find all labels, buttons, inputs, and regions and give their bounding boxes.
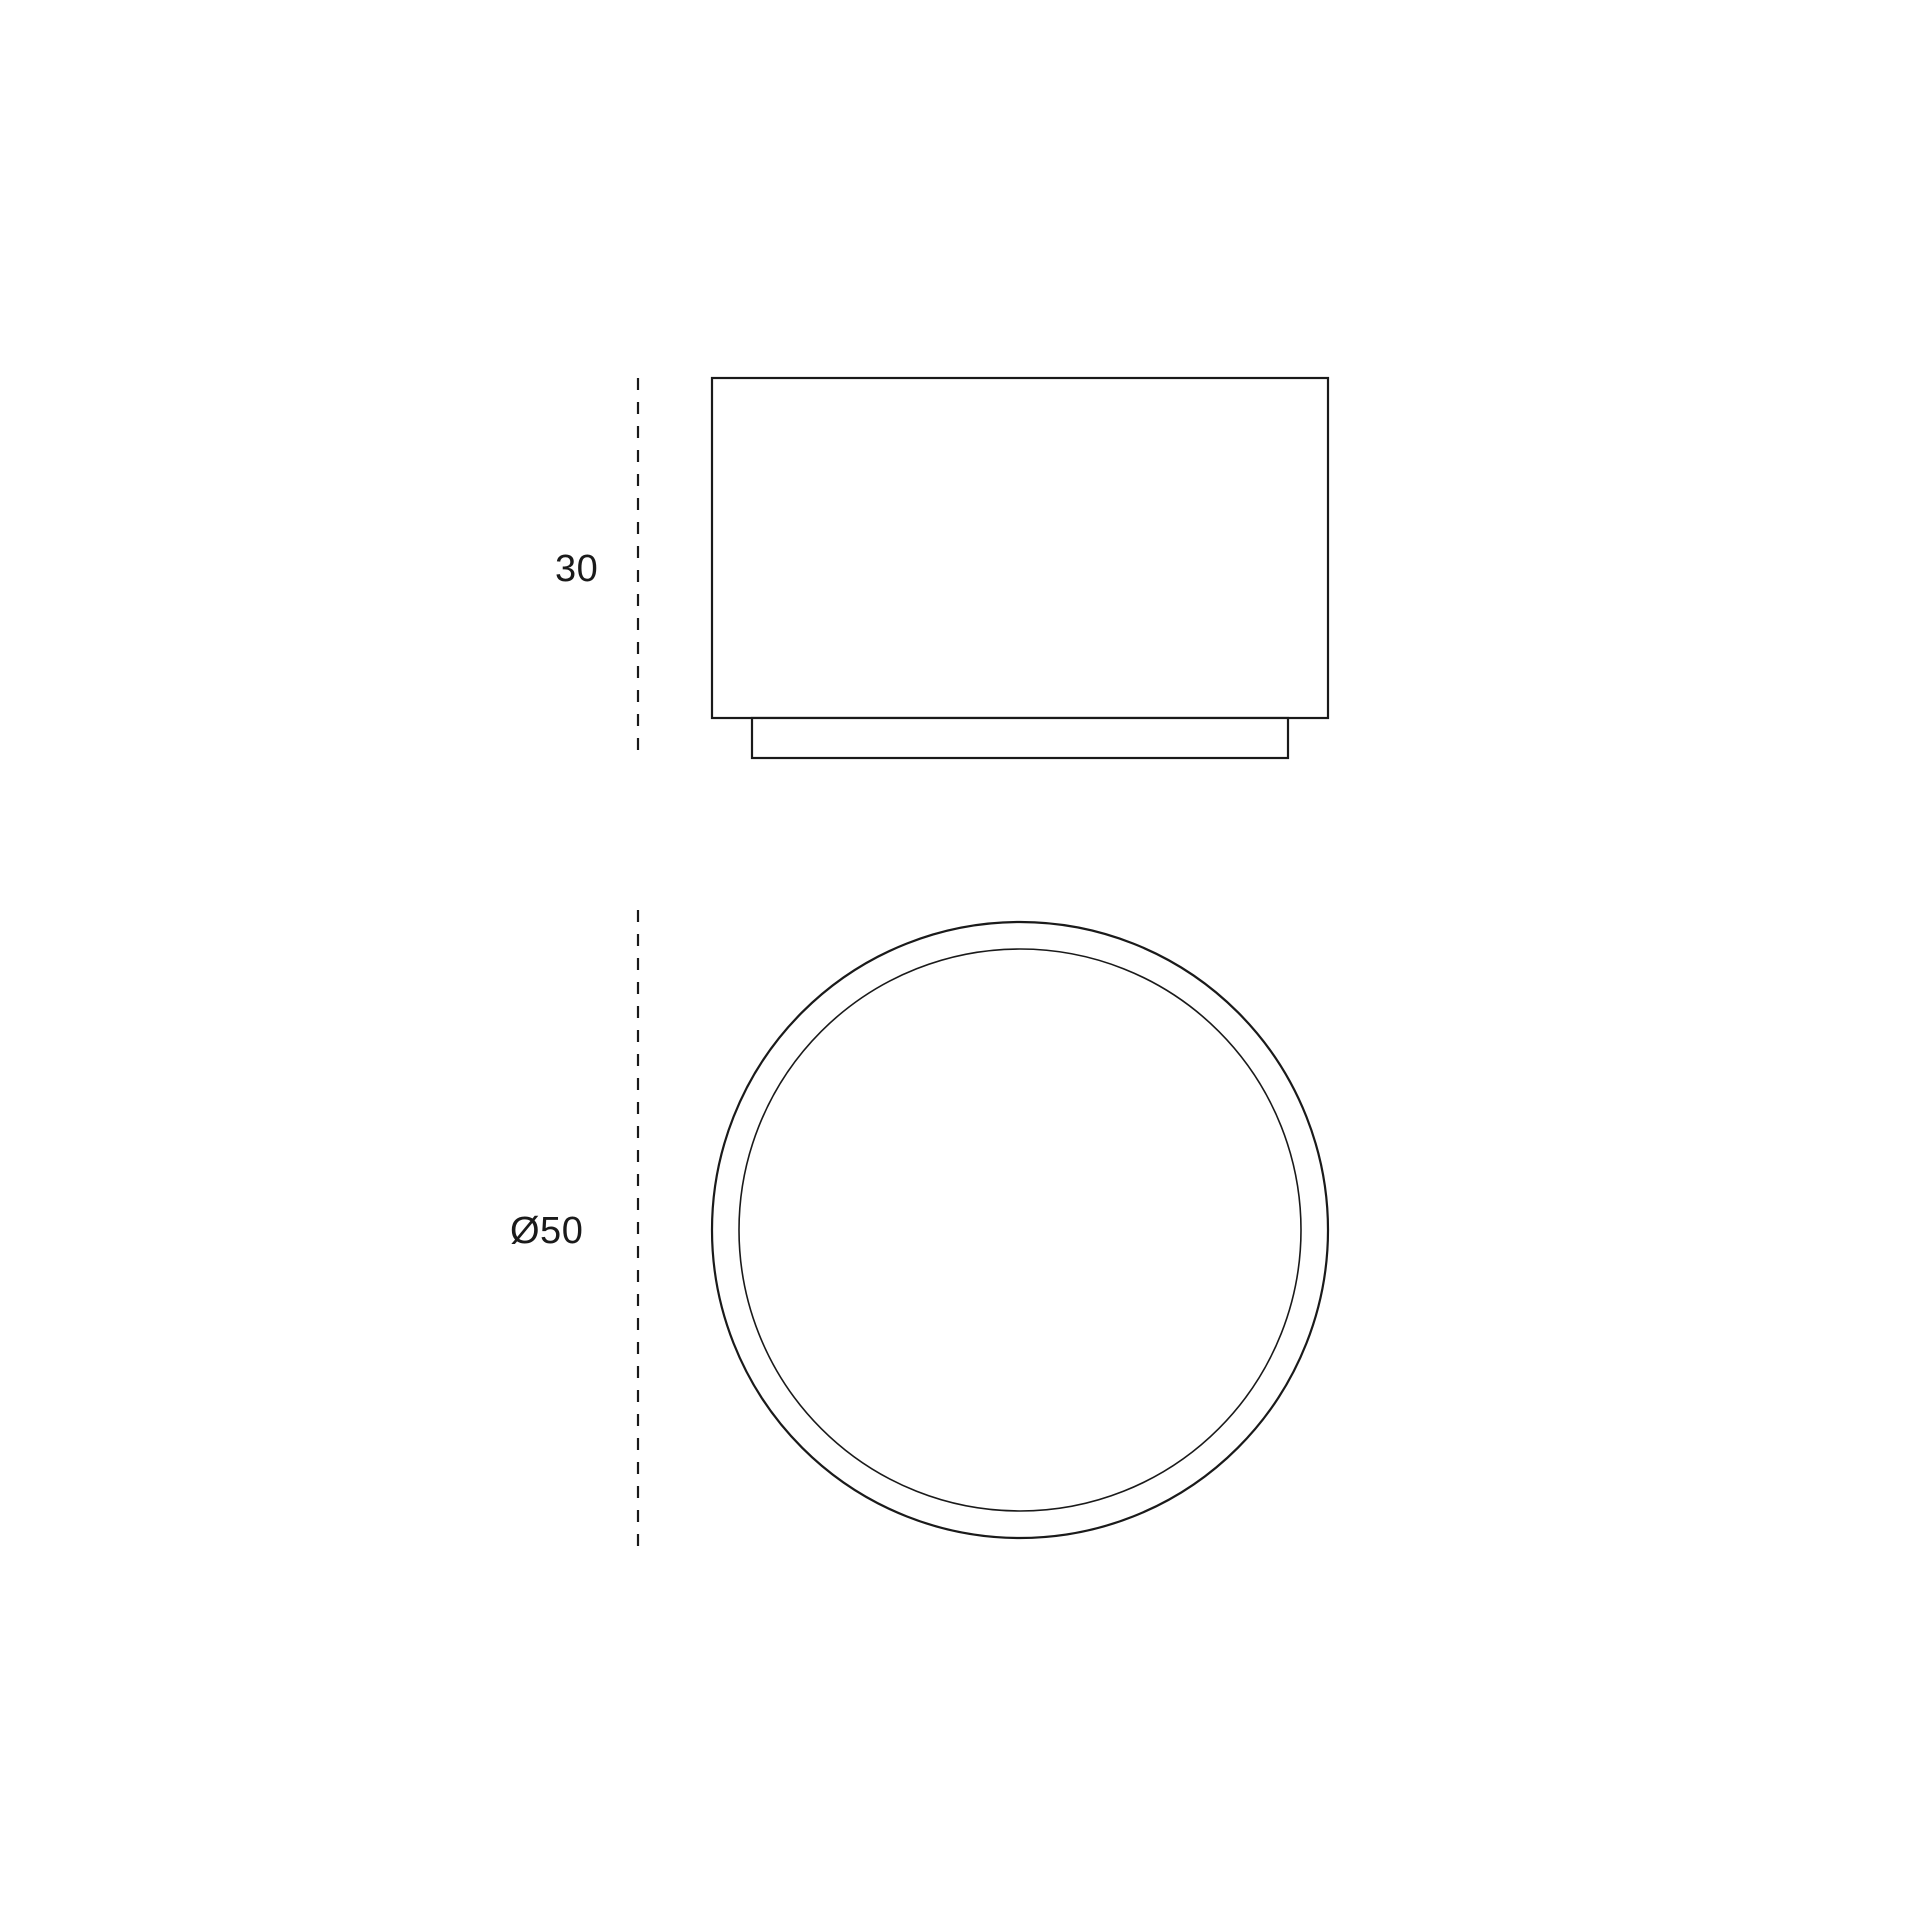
top-diameter-label: Ø50 — [510, 1210, 583, 1253]
top-outer-circle — [712, 922, 1328, 1538]
top-view — [0, 0, 1920, 1920]
technical-drawing: 30 Ø50 — [0, 0, 1920, 1920]
